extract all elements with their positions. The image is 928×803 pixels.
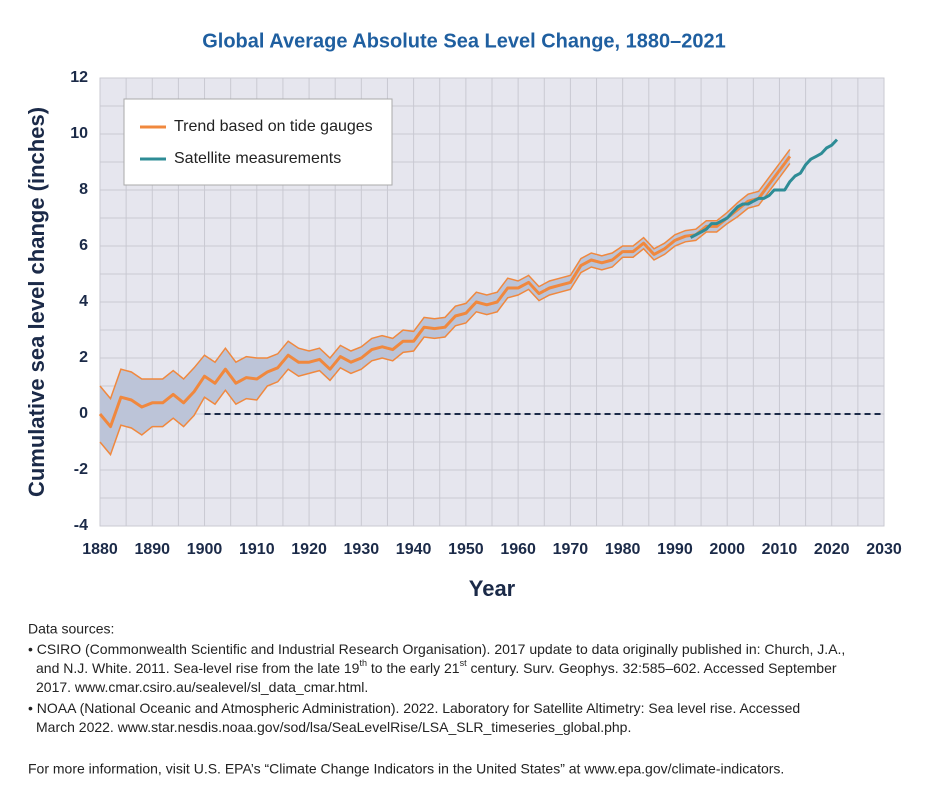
source-line: • CSIRO (Commonwealth Scientific and Ind…	[28, 641, 845, 657]
source-text: and N.J. White. 2011. Sea-level rise fro…	[36, 660, 360, 676]
x-axis-label: Year	[469, 576, 516, 601]
superscript: th	[359, 658, 367, 668]
y-tick-label: 8	[79, 181, 88, 198]
x-tick-label: 1880	[82, 541, 118, 558]
y-tick-label: 0	[79, 405, 88, 422]
y-tick-label: -2	[74, 461, 88, 478]
x-tick-label: 1950	[448, 541, 484, 558]
band-upper-edge	[99, 148, 791, 401]
x-tick-label: 1930	[344, 541, 380, 558]
x-tick-label: 1960	[500, 541, 536, 558]
source-text: century. Surv. Geophys. 32:585–602. Acce…	[467, 660, 837, 676]
x-tick-label: 1990	[657, 541, 693, 558]
y-tick-label: 2	[79, 349, 88, 366]
source-line: 2017. www.cmar.csiro.au/sealevel/sl_data…	[36, 679, 368, 695]
superscript: st	[460, 658, 468, 668]
series-line	[689, 138, 839, 239]
y-tick-label: 6	[79, 237, 88, 254]
x-tick-label: 1920	[291, 541, 327, 558]
source-text: • CSIRO (Commonwealth Scientific and Ind…	[28, 641, 845, 657]
source-line: • NOAA (National Oceanic and Atmospheric…	[28, 700, 800, 716]
x-tick-label: 2000	[709, 541, 745, 558]
legend-box	[123, 98, 393, 186]
x-tick-label: 1980	[605, 541, 641, 558]
series-line	[98, 155, 792, 429]
x-tick-label: 2010	[762, 541, 798, 558]
chart-title: Global Average Absolute Sea Level Change…	[202, 30, 726, 52]
legend-label: Trend based on tide gauges	[174, 118, 373, 135]
source-text: March 2022. www.star.nesdis.noaa.gov/sod…	[36, 719, 631, 735]
source-text: 2017. www.cmar.csiro.au/sealevel/sl_data…	[36, 679, 368, 695]
y-tick-label: 4	[79, 293, 88, 310]
more-info: For more information, visit U.S. EPA’s “…	[28, 761, 784, 777]
band-lower-edge	[99, 162, 791, 457]
x-tick-label: 1900	[187, 541, 223, 558]
y-tick-label: 12	[70, 69, 88, 86]
legend-label: Satellite measurements	[174, 150, 341, 167]
y-tick-label: 10	[70, 125, 88, 142]
uncertainty-band	[100, 149, 790, 455]
source-text: • NOAA (National Oceanic and Atmospheric…	[28, 700, 800, 716]
y-tick-label: -4	[74, 517, 88, 534]
x-tick-label: 2030	[866, 541, 902, 558]
notes-heading: Data sources:	[28, 621, 114, 637]
y-axis-label: Cumulative sea level change (inches)	[24, 107, 49, 497]
source-text: to the early 21	[367, 660, 460, 676]
x-tick-label: 1890	[134, 541, 170, 558]
x-tick-label: 1940	[396, 541, 432, 558]
x-tick-label: 2020	[814, 541, 850, 558]
source-line: and N.J. White. 2011. Sea-level rise fro…	[36, 658, 837, 675]
x-tick-label: 1910	[239, 541, 275, 558]
plot-frame	[99, 77, 885, 527]
source-line: March 2022. www.star.nesdis.noaa.gov/sod…	[36, 719, 631, 735]
x-tick-label: 1970	[553, 541, 589, 558]
